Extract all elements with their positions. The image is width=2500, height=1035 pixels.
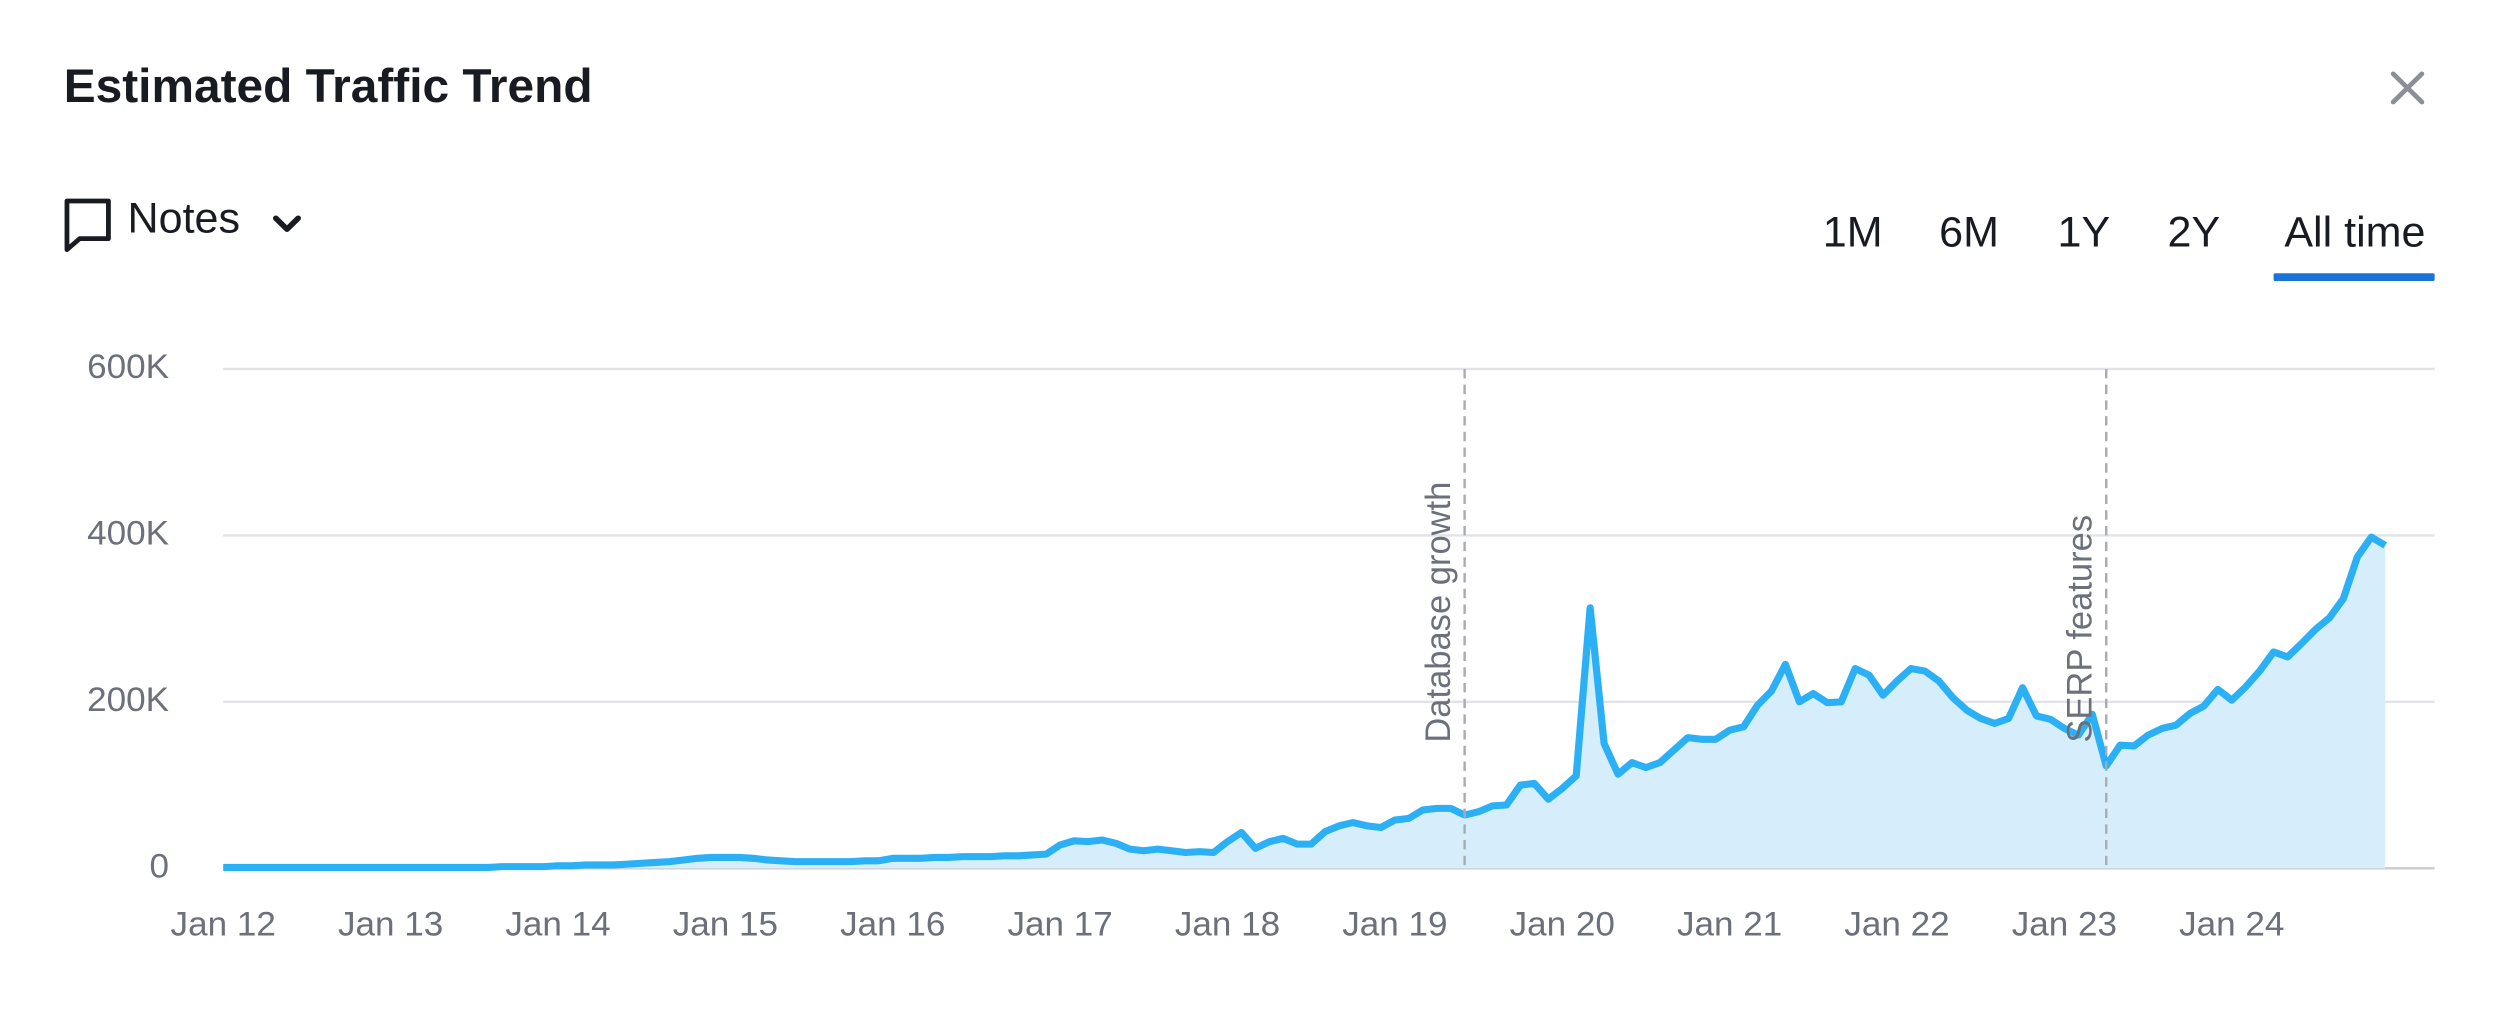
range-underline	[2273, 273, 2435, 282]
x-tick-label: Jan 16	[840, 905, 945, 944]
x-tick-label: Jan 19	[1342, 905, 1447, 944]
notes-icon	[64, 198, 111, 253]
range-button[interactable]: All time	[2273, 209, 2435, 282]
area	[223, 537, 2386, 869]
range-label: 1M	[1823, 209, 1883, 257]
range-button[interactable]: 2Y	[2168, 209, 2221, 257]
notes-button[interactable]: Notes	[64, 195, 301, 253]
x-tick-label: Jan 13	[338, 905, 443, 944]
x-tick-label: Jan 21	[1677, 905, 1782, 944]
range-label: 1Y	[2058, 209, 2111, 257]
range-label: 2Y	[2168, 209, 2221, 257]
x-tick-label: Jan 17	[1007, 905, 1112, 944]
x-tick-label: Jan 18	[1175, 905, 1280, 944]
widget-title: Estimated Traffic Trend	[64, 60, 593, 113]
y-tick-label: 600K	[87, 347, 169, 386]
y-tick-label: 200K	[87, 680, 169, 719]
y-tick-label: 0	[149, 847, 169, 886]
x-tick-label: Jan 23	[2012, 905, 2117, 944]
annotation-label: Database growth	[1419, 482, 1458, 743]
notes-chevron	[273, 215, 301, 232]
range-button[interactable]: 6M	[1939, 209, 1999, 257]
x-tick-label: Jan 20	[1510, 905, 1615, 944]
line	[223, 533, 2388, 871]
notes-label: Notes	[128, 195, 240, 243]
annotation-label: SERP features	[2060, 515, 2099, 743]
x-tick-label: Jan 14	[505, 905, 610, 944]
close-button[interactable]	[2390, 71, 2425, 105]
close-icon	[2390, 71, 2425, 105]
range-button[interactable]: 1Y	[2058, 209, 2111, 257]
range-label: 6M	[1939, 209, 1999, 257]
range-label: All time	[2284, 209, 2425, 257]
x-tick-label: Jan 24	[2179, 905, 2284, 944]
x-tick-label: Jan 15	[673, 905, 778, 944]
range-button[interactable]: 1M	[1823, 209, 1883, 257]
x-tick-label: Jan 12	[171, 905, 276, 944]
y-tick-label: 400K	[87, 514, 169, 553]
x-tick-label: Jan 22	[1844, 905, 1949, 944]
